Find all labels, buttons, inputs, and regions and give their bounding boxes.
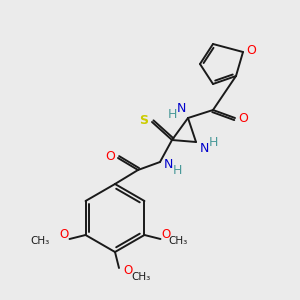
Text: H: H: [172, 164, 182, 176]
Text: N: N: [199, 142, 209, 155]
Text: O: O: [162, 227, 171, 241]
Text: S: S: [140, 113, 148, 127]
Text: N: N: [163, 158, 173, 170]
Text: O: O: [105, 149, 115, 163]
Text: H: H: [167, 109, 177, 122]
Text: H: H: [208, 136, 218, 149]
Text: O: O: [238, 112, 248, 124]
Text: O: O: [59, 227, 68, 241]
Text: O: O: [123, 263, 133, 277]
Text: CH₃: CH₃: [30, 236, 50, 246]
Text: N: N: [176, 103, 186, 116]
Text: CH₃: CH₃: [131, 272, 151, 282]
Text: O: O: [246, 44, 256, 56]
Text: CH₃: CH₃: [169, 236, 188, 246]
